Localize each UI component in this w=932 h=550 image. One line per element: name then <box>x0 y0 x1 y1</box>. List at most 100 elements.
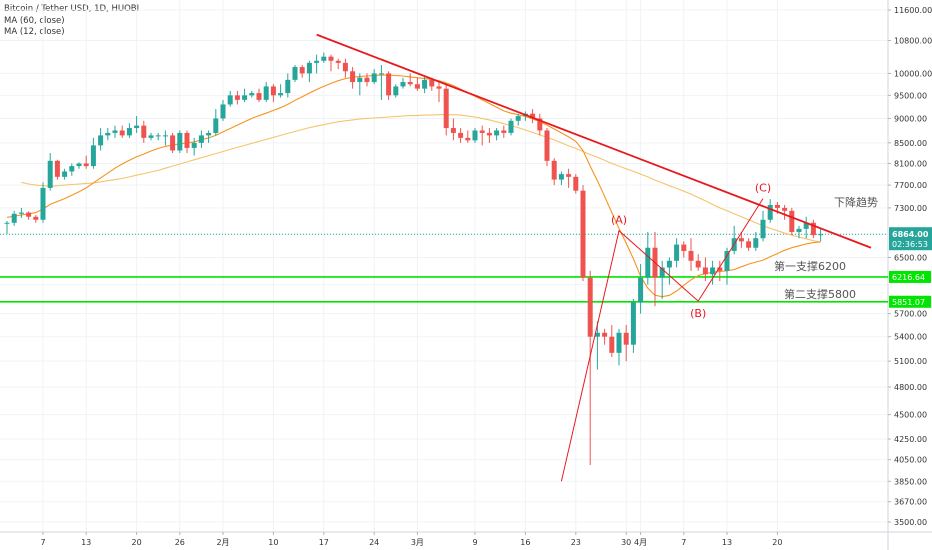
candle-body <box>724 250 730 271</box>
candle-body <box>206 132 212 136</box>
candle-body <box>558 174 564 180</box>
chart-legend: Bitcoin / Tether USD, 1D, HUOBI MA (60, … <box>4 4 139 39</box>
candle <box>155 132 161 141</box>
candle <box>69 163 75 176</box>
candle <box>738 231 744 248</box>
candle <box>328 54 334 72</box>
candle <box>659 260 665 299</box>
candle <box>630 298 636 353</box>
last-price-label: 6864.00 <box>892 230 929 239</box>
candle <box>357 73 363 96</box>
time-tick-label: 20 <box>772 538 782 547</box>
candle-body <box>717 267 723 271</box>
candle <box>306 60 312 83</box>
candle <box>112 125 118 138</box>
candle <box>818 228 824 242</box>
candle <box>566 168 572 188</box>
candle <box>573 174 579 194</box>
candle-body <box>688 250 694 261</box>
candle-body <box>134 125 140 129</box>
candle-body <box>472 130 478 141</box>
candle <box>782 204 788 220</box>
time-tick-label: 13 <box>81 538 91 547</box>
candle-body <box>666 260 672 268</box>
time-tick-label: 24 <box>369 538 379 547</box>
candle-body <box>141 125 147 138</box>
price-tick-label: 8100.00 <box>894 159 927 168</box>
candle-body <box>184 132 190 148</box>
candle-body <box>162 135 168 137</box>
candle <box>335 58 341 70</box>
candle <box>537 113 543 136</box>
candle <box>746 238 752 251</box>
time-tick-label: 2月 <box>216 538 229 547</box>
time-axis: 7 13 20 26 2月 10 17 24 3月 9 16 23 30 4月 7 13 20 <box>40 532 782 547</box>
candle-body <box>796 228 802 232</box>
candle <box>580 185 586 282</box>
price-tick-label: 5100.00 <box>894 357 927 366</box>
candle <box>458 128 464 143</box>
candle-body <box>198 135 204 143</box>
candle-body <box>695 260 701 268</box>
candle-body <box>515 116 521 121</box>
candle <box>530 109 536 124</box>
candle <box>249 90 255 98</box>
candle <box>26 211 32 220</box>
support-price-label: 6216.64 <box>892 273 925 282</box>
candle-body <box>76 163 82 167</box>
candle-body <box>810 222 816 236</box>
candle-body <box>299 67 305 74</box>
price-tick-label: 10000.00 <box>894 69 932 78</box>
candle-body <box>321 56 327 61</box>
candle <box>623 325 629 362</box>
candle-body <box>357 77 363 83</box>
candle <box>47 153 53 191</box>
time-tick-label: 30 <box>621 538 631 547</box>
candle-body <box>220 104 226 119</box>
wave-label: (C) <box>755 182 771 195</box>
price-tick-label: 6500.00 <box>894 253 927 262</box>
ma12-line <box>6 74 821 298</box>
candle-body <box>818 234 824 236</box>
candle-body <box>479 130 485 133</box>
candle-body <box>501 130 507 133</box>
candle <box>62 168 68 180</box>
candle-body <box>465 137 471 141</box>
candle <box>285 73 291 98</box>
candle <box>76 162 82 169</box>
candle <box>789 207 795 236</box>
time-tick-label: 13 <box>722 538 732 547</box>
candle <box>11 210 17 226</box>
candle <box>767 199 773 223</box>
candle-body <box>47 160 53 188</box>
candle-body <box>26 212 32 217</box>
candle <box>436 82 442 103</box>
candle-body <box>177 132 183 151</box>
candle-body <box>573 176 579 191</box>
price-tick-label: 7700.00 <box>894 181 927 190</box>
candle <box>486 128 492 143</box>
candle <box>472 128 478 143</box>
candle-body <box>508 120 514 133</box>
candle <box>54 159 60 180</box>
price-tick-label: 4500.00 <box>894 411 927 420</box>
candle <box>234 90 240 105</box>
support-price-label: 5851.07 <box>892 298 925 307</box>
candle-body <box>155 135 161 137</box>
candle-body <box>587 277 593 337</box>
candle <box>666 257 672 285</box>
candle <box>364 73 370 87</box>
price-tick-label: 10800.00 <box>894 37 932 46</box>
candle-body <box>566 174 572 177</box>
candle <box>602 328 608 345</box>
candle <box>83 155 89 169</box>
candle-body <box>486 132 492 136</box>
wave-abc-line <box>560 198 764 482</box>
candle-body <box>386 73 392 96</box>
candle <box>515 113 521 126</box>
time-tick-label: 9 <box>472 538 477 547</box>
candle-body <box>119 130 125 136</box>
candle-body <box>105 132 111 136</box>
candle-body <box>738 238 744 242</box>
